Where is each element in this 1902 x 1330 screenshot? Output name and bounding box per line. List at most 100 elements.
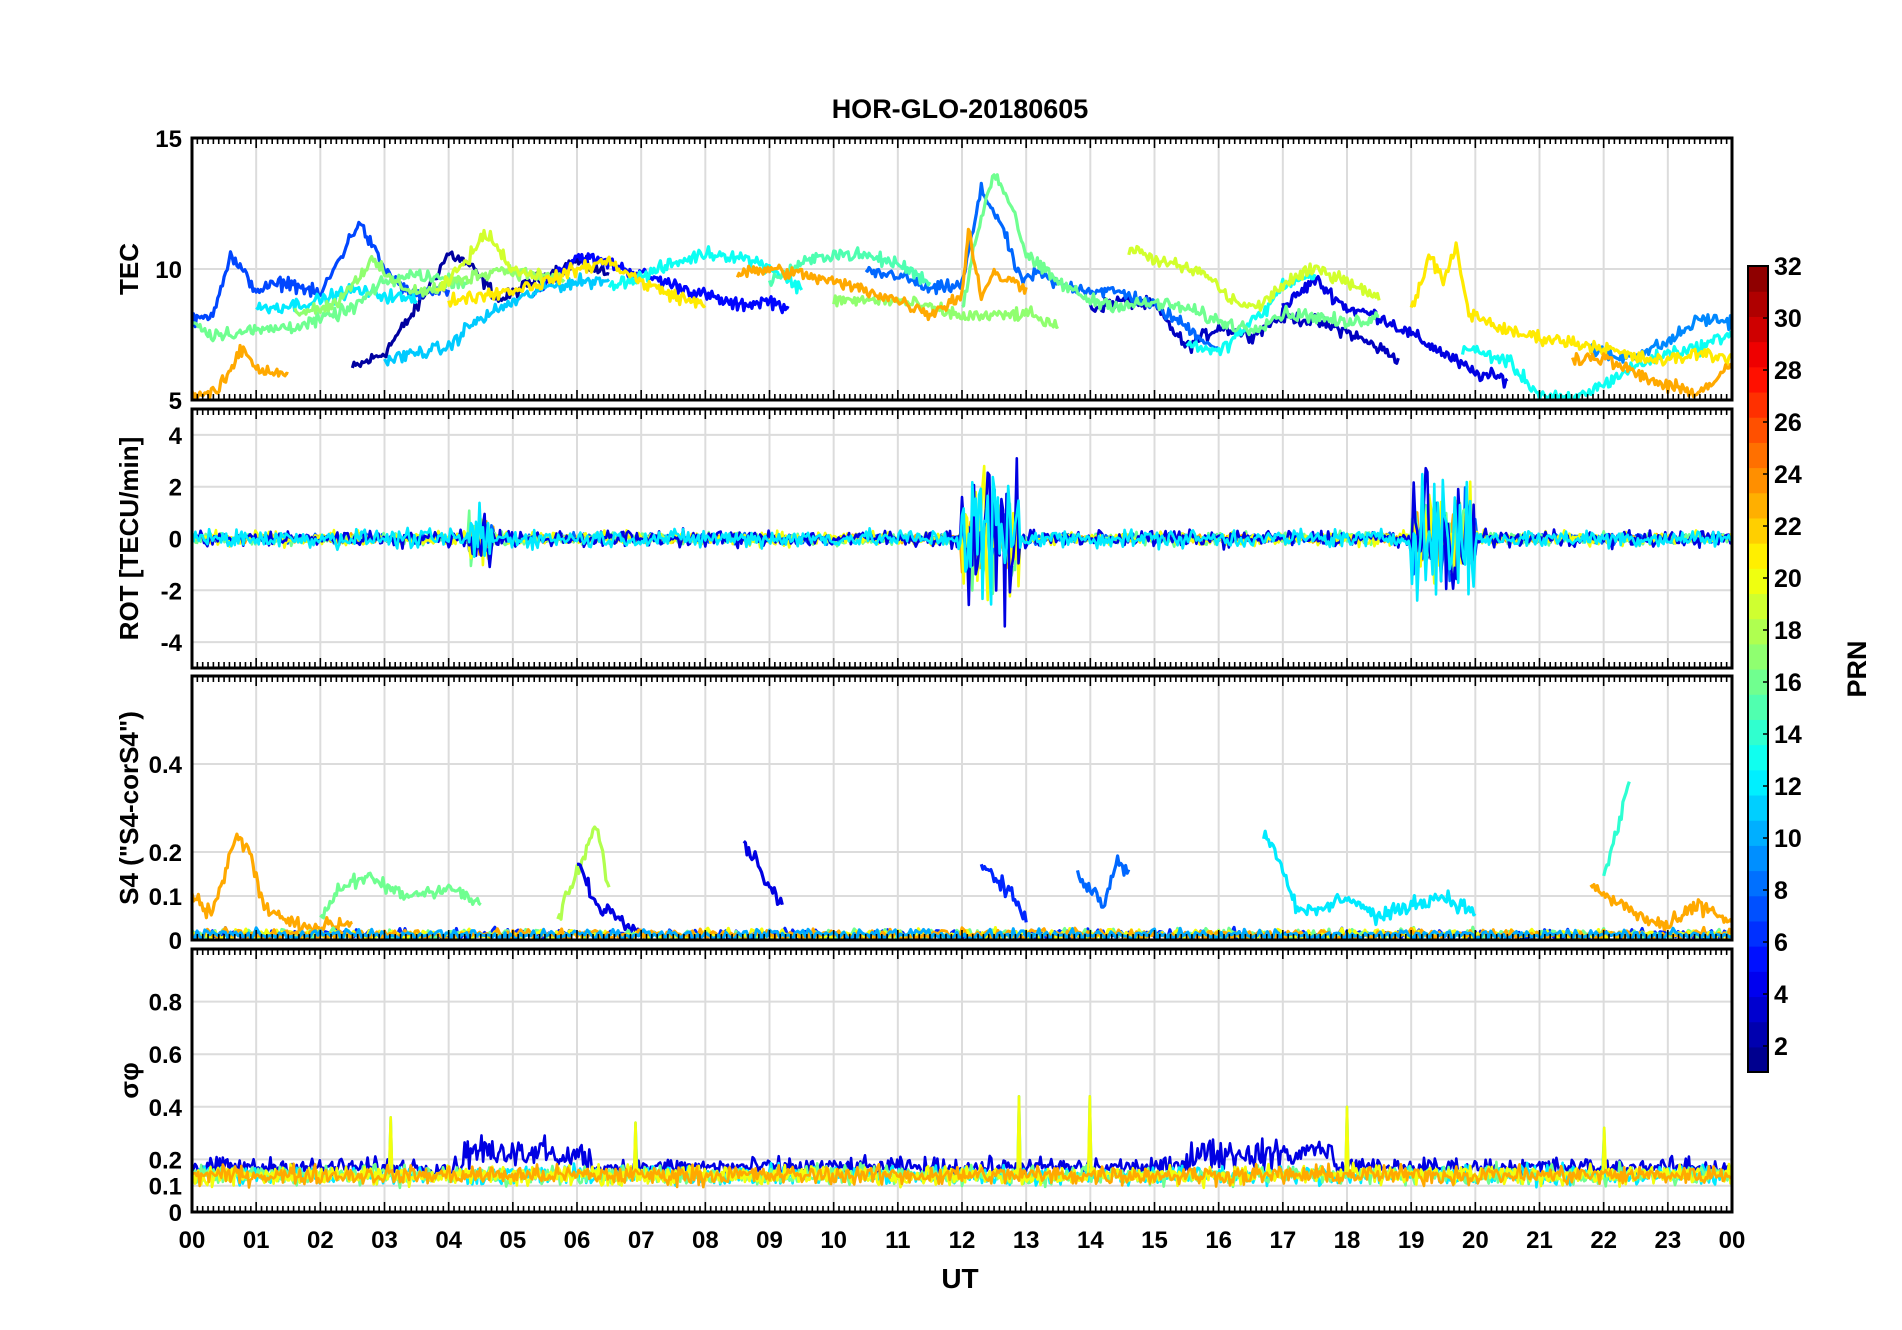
y-tick-label: 0.1 [149,1174,182,1201]
series-line [735,227,1028,322]
rot-series-line [192,472,1732,606]
colorbar-tick-label: 6 [1774,929,1788,957]
colorbar-swatch [1748,669,1768,695]
x-tick-label: 08 [692,1227,719,1254]
x-tick-label: 09 [756,1227,783,1254]
y-axis-label: σφ [114,1062,144,1098]
colorbar-swatch [1748,492,1768,519]
colorbar-tick-label: 12 [1774,773,1802,801]
colorbar-swatch [1748,920,1768,947]
colorbar-tick-label: 18 [1774,617,1802,645]
colorbar-frame [1747,265,1769,1073]
series-line [1281,275,1509,389]
y-tick-label: 0.8 [149,990,182,1017]
y-tick-label: 0.4 [149,1095,183,1122]
colorbar-tick-label: 24 [1774,461,1802,489]
series-line [556,825,611,921]
colorbar-swatch [1748,417,1768,443]
series-line [1460,330,1732,400]
colorbar-swatch [1748,366,1768,393]
series-line [1571,352,1732,399]
series-line [1602,781,1631,877]
colorbar-tick-label: 8 [1774,877,1788,905]
x-tick-label: 22 [1590,1227,1617,1254]
y-tick-label: 0.6 [149,1042,182,1069]
colorbar-swatch [1748,467,1768,494]
colorbar-tick-label: 20 [1774,565,1802,593]
colorbar-swatch [1748,845,1768,872]
x-tick-label: 14 [1077,1227,1104,1254]
panel-1-data [192,173,1732,400]
x-tick-label: 00 [179,1227,206,1254]
series-line [255,282,418,315]
series-line [1589,313,1732,364]
y-tick-label: 0.2 [149,1147,182,1174]
colorbar-swatch [1748,996,1768,1023]
colorbar-tick-label: 4 [1774,981,1788,1009]
y-tick-label: 0.4 [149,752,183,779]
series-line [192,268,469,343]
colorbar-swatch [1748,971,1768,998]
series-line [192,832,353,934]
colorbar-swatch [1748,291,1768,317]
x-tick-label: 03 [371,1227,398,1254]
colorbar-swatch [1748,266,1768,292]
y-axis-label: TEC [114,243,144,295]
colorbar-swatch [1748,769,1768,796]
series-line [293,254,566,317]
series-line [1262,829,1477,927]
chart-title: HOR-GLO-20180605 [832,94,1089,124]
series-line [1589,882,1732,933]
y-tick-label: 0 [169,928,182,955]
panel-1: 5 10 15 TEC [114,126,1734,415]
x-tick-label: 13 [1013,1227,1040,1254]
colorbar-swatch [1748,1046,1768,1073]
colorbar-tick-label: 2 [1774,1033,1788,1061]
panel-4-data [192,1095,1732,1190]
colorbar-swatch [1748,744,1768,771]
series-line [742,839,784,907]
colorbar-swatch [1748,719,1768,746]
series-line [961,173,1380,337]
x-tick-label: 19 [1398,1227,1425,1254]
series-line [1075,854,1131,909]
x-tick-label: 16 [1205,1227,1232,1254]
colorbar-swatch [1748,643,1768,670]
colorbar-tick-label: 16 [1774,669,1802,697]
colorbar-swatch [1748,316,1768,343]
colorbar-swatch [1748,517,1768,544]
colorbar-swatch [1748,593,1768,620]
x-tick-label: 02 [307,1227,334,1254]
x-tick-label: 06 [564,1227,591,1254]
x-tick-label: 05 [499,1227,526,1254]
x-tick-label: 10 [820,1227,847,1254]
colorbar-swatch [1748,341,1768,368]
x-tick-label: 07 [628,1227,655,1254]
y-axis-label: S4 ("S4-corS4") [114,711,144,905]
y-tick-label: 0.1 [149,884,182,911]
y-tick-label: -2 [161,578,182,605]
series-line [1127,244,1381,312]
colorbar-swatch [1748,820,1768,846]
x-tick-label: 00 [1719,1227,1746,1254]
series-line [1409,241,1732,367]
colorbar-swatch [1748,794,1768,821]
sigma-phi-series-line [192,1162,1732,1189]
x-tick-label: 23 [1654,1227,1681,1254]
colorbar-swatch [1748,694,1768,720]
panel-2: -4 -2 0 2 4 ROT [TECU/min] [114,407,1734,670]
y-tick-label: 0 [169,1200,182,1227]
x-tick-label: 18 [1334,1227,1361,1254]
x-tick-label: 11 [885,1227,910,1254]
colorbar-tick-label: 14 [1774,721,1802,749]
series-line [832,294,1059,329]
x-tick-label: 12 [949,1227,976,1254]
x-tick-label: 04 [435,1227,462,1254]
y-tick-label: 4 [169,423,183,450]
colorbar-tick-label: 10 [1774,825,1802,853]
series-line [530,252,790,315]
y-tick-label: 0 [169,527,182,554]
